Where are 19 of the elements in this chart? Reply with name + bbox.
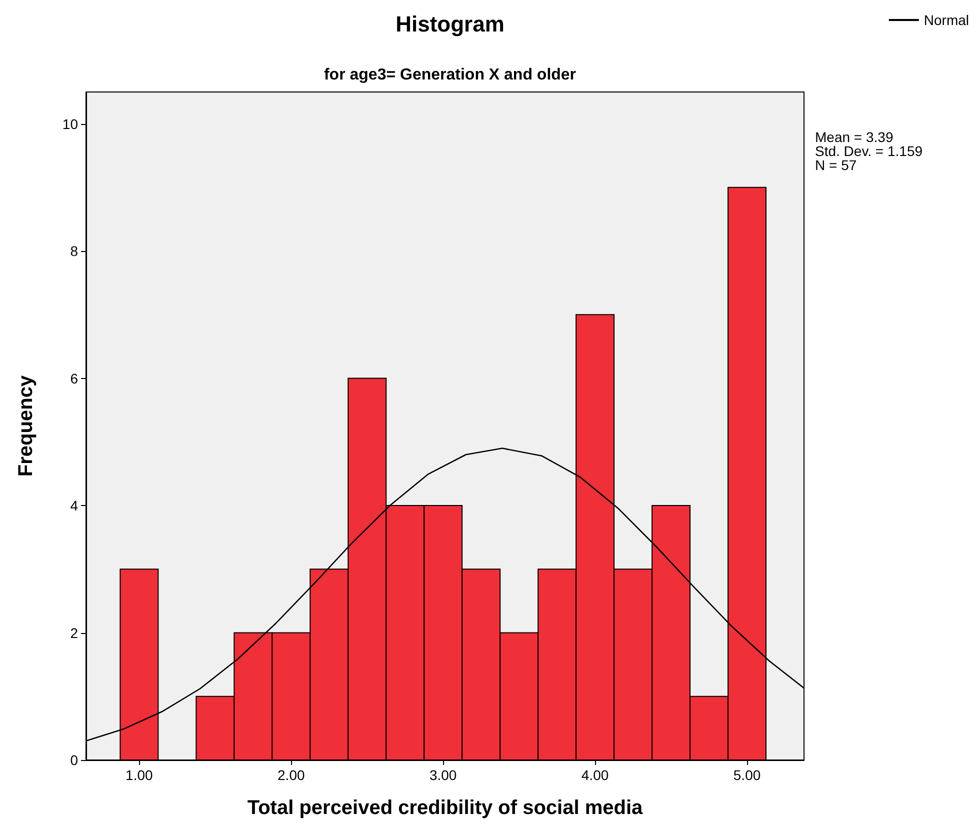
x-tick-label: 4.00: [581, 767, 609, 783]
text: Mean = 3.39: [815, 129, 894, 145]
y-tick-label: 6: [70, 370, 78, 386]
x-tick-label: 3.00: [429, 767, 457, 783]
x-tick-label: 2.00: [278, 767, 305, 783]
y-tick-label: 10: [62, 116, 78, 132]
y-axis-title: Frequency: [15, 374, 37, 477]
chart-title: Histogram: [396, 12, 504, 36]
text: N = 57: [815, 157, 857, 173]
y-tick-label: 0: [70, 752, 78, 768]
x-tick-label: 1.00: [126, 767, 154, 783]
text: Std. Dev. = 1.159: [815, 143, 923, 159]
x-tick-label: 5.00: [733, 767, 761, 783]
y-tick-label: 2: [70, 624, 78, 641]
legend-label: Normal: [924, 12, 970, 28]
y-tick-label: 4: [70, 498, 78, 514]
y-tick-label: 8: [70, 243, 78, 260]
x-axis-title: Total perceived credibility of social media: [247, 797, 644, 819]
chart-subtitle: for age3= Generation X and older: [324, 66, 576, 84]
